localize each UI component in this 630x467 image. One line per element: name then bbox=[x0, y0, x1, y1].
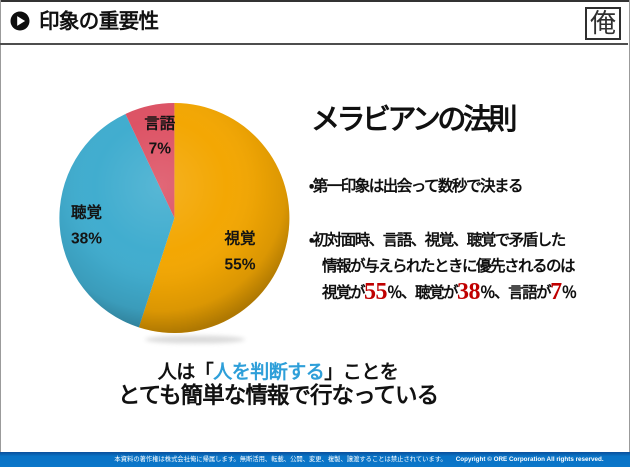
pie-label-gengo: 言語 7% bbox=[144, 111, 175, 162]
pie-label-shikaku-value: 55% bbox=[224, 256, 256, 274]
logo-ore-icon: 俺 bbox=[589, 9, 616, 38]
key-message-line2: とても簡単な情報で行なっている bbox=[117, 382, 439, 408]
key-message: 人は「人を判断する」ことを とても簡単な情報で行なっている bbox=[117, 362, 439, 408]
pie-label-chokaku: 聴覚 38% bbox=[71, 201, 102, 252]
slide-left-border bbox=[0, 0, 1, 467]
pie-shading bbox=[59, 103, 290, 333]
bullet2-line2: 情報が与えられたときに優先されるのは bbox=[322, 257, 576, 275]
footer-rights-text: 本資料の著作権は株式会社俺に帰属します。無断活用、転載、公開、変更、複製、譲渡す… bbox=[114, 456, 447, 463]
bullet2-line3: 視覚が55％、聴覚が38％、言語が7％ bbox=[309, 278, 578, 306]
pie-label-chokaku-value: 38% bbox=[70, 230, 103, 248]
line3-seg1: 視覚が bbox=[322, 284, 366, 302]
line3-pct3: ％ bbox=[561, 284, 578, 302]
slide-top-border bbox=[0, 0, 630, 2]
pie-label-gengo-value: 7% bbox=[148, 140, 171, 158]
pie-chart bbox=[59, 103, 290, 344]
line3-pct2: ％、 bbox=[480, 284, 510, 302]
line3-num-auditory: 38 bbox=[457, 278, 481, 305]
line3-num-visual: 55 bbox=[364, 278, 388, 305]
pie-label-shikaku: 視覚 55% bbox=[224, 227, 255, 278]
pie-label-gengo-name: 言語 bbox=[144, 115, 176, 132]
title-underline bbox=[0, 42, 628, 45]
play-icon bbox=[10, 11, 30, 31]
page-title: 印象の重要性 bbox=[39, 10, 159, 33]
line3-pct1: ％、 bbox=[387, 284, 417, 302]
pie-shadow bbox=[145, 335, 245, 344]
line3-num-verbal: 7 bbox=[550, 278, 562, 305]
bullet-mehrabian-detail: ・初対面時、言語、視覚、聴覚で矛盾した 情報が与えられたときに優先されるのは 視… bbox=[309, 228, 578, 306]
footer-bar: 本資料の著作権は株式会社俺に帰属します。無断活用、転載、公開、変更、複製、譲渡す… bbox=[0, 452, 630, 467]
message-prefix: 人は「 bbox=[157, 362, 214, 383]
bullet2-line1: ・初対面時、言語、視覚、聴覚で矛盾した bbox=[309, 232, 566, 249]
pie-label-shikaku-name: 視覚 bbox=[224, 230, 256, 248]
line3-seg3: 言語が bbox=[508, 284, 552, 302]
message-suffix: 」ことを bbox=[324, 362, 399, 383]
message-highlight: 人を判断する bbox=[213, 362, 325, 383]
company-logo: 俺 bbox=[585, 7, 621, 40]
panel-heading: メラビアンの法則 bbox=[311, 104, 517, 136]
bullet-first-impression: ・第一印象は出会って数秒で決まる bbox=[309, 178, 524, 195]
footer-copyright: Copyright © ORE Corporation All rights r… bbox=[455, 456, 604, 463]
key-message-line1: 人は「人を判断する」ことを bbox=[118, 362, 438, 384]
pie-label-chokaku-name: 聴覚 bbox=[70, 204, 102, 222]
line3-seg2: 聴覚が bbox=[415, 284, 459, 302]
